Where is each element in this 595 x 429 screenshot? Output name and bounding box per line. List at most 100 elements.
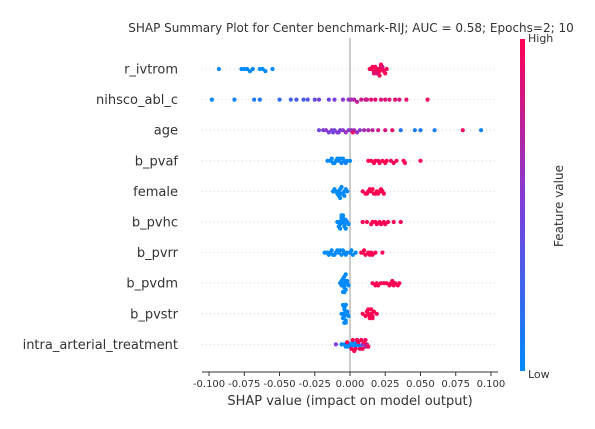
shap-point (349, 248, 354, 253)
shap-point (301, 97, 306, 102)
colorbar-high-label: High (528, 32, 553, 45)
x-tick-label: 0.000 (336, 379, 365, 390)
shap-point (369, 307, 374, 312)
shap-point (263, 69, 268, 74)
shap-point (394, 158, 399, 163)
shap-point (366, 344, 371, 349)
shap-point (380, 250, 385, 255)
shap-point (342, 290, 347, 295)
shap-point (333, 342, 338, 347)
feature-label: r_ivtrom (124, 63, 178, 78)
shap-point (373, 64, 378, 69)
shap-point (380, 64, 385, 69)
colorbar-low-label: Low (528, 368, 550, 381)
shap-point (345, 340, 350, 345)
shap-point (356, 340, 361, 345)
shap-point (340, 128, 346, 133)
shap-point (371, 71, 377, 76)
shap-point (378, 187, 384, 192)
shap-point (250, 66, 255, 72)
shap-point (383, 71, 388, 76)
shap-point (339, 184, 344, 190)
shap-point (369, 97, 374, 102)
shap-point (345, 309, 350, 314)
shap-point (402, 160, 408, 166)
shap-point (418, 128, 423, 133)
shap-point (364, 97, 370, 102)
shap-point (326, 130, 331, 135)
shap-point (378, 97, 384, 102)
feature-label: nihsco_abl_c (96, 93, 178, 108)
shap-point (343, 187, 348, 192)
shap-point (330, 130, 336, 135)
shap-point (373, 97, 378, 102)
beeswarm-points (209, 62, 484, 354)
shap-point (374, 222, 379, 227)
shap-point (362, 248, 367, 253)
shap-point (329, 156, 334, 161)
shap-point (359, 97, 364, 102)
shap-point (329, 248, 334, 253)
shap-point (363, 313, 368, 319)
feature-label: b_pvrr (137, 246, 179, 261)
feature-label: b_pvhc (132, 216, 178, 231)
shap-point (252, 97, 257, 102)
shap-point (391, 219, 396, 225)
shap-point (340, 156, 346, 161)
shap-point (391, 283, 396, 288)
shap-point (371, 160, 377, 166)
shap-point (367, 66, 372, 72)
x-tick-label: 0.100 (477, 379, 506, 390)
shap-point (342, 193, 347, 198)
shap-point (377, 73, 382, 78)
shap-point (383, 160, 388, 166)
shap-point (335, 248, 340, 253)
feature-label: b_pvaf (135, 154, 179, 169)
shap-point (332, 187, 337, 192)
shap-point (346, 222, 351, 227)
shap-point (340, 248, 346, 253)
shap-point (294, 97, 299, 102)
shap-point (377, 160, 382, 166)
shap-point (425, 97, 430, 102)
shap-point (270, 66, 275, 72)
shap-point (376, 191, 381, 196)
x-tick-label: -0.075 (228, 379, 260, 390)
shap-point (478, 128, 484, 133)
shap-point (350, 337, 355, 343)
shap-point (390, 278, 395, 284)
shap-point (343, 302, 348, 307)
shap-point (216, 66, 222, 72)
shap-point (277, 97, 282, 102)
shap-point (312, 97, 317, 102)
shap-point (370, 187, 375, 192)
shap-point (398, 219, 403, 225)
shap-point (346, 283, 351, 288)
shap-point (384, 66, 389, 72)
shap-point (339, 252, 344, 257)
shap-point (398, 128, 403, 133)
shap-point (305, 97, 310, 102)
x-axis-label: SHAP value (impact on model output) (227, 394, 472, 409)
shap-point (432, 128, 437, 133)
shap-point (345, 278, 350, 284)
shap-point (404, 97, 409, 102)
colorbar (520, 39, 525, 371)
shap-point (360, 219, 365, 225)
colorbar-title: Feature value (552, 165, 566, 247)
shap-point (360, 311, 365, 316)
feature-label: b_pvdm (126, 277, 178, 292)
shap-point (352, 97, 357, 102)
shap-point (354, 99, 360, 104)
shap-point (364, 219, 370, 225)
feature-label: female (133, 185, 178, 200)
shap-point (350, 130, 355, 135)
x-tick-label: 0.025 (371, 379, 400, 390)
shap-point (397, 97, 402, 102)
shap-point (288, 97, 293, 102)
chart-title: SHAP Summary Plot for Center benchmark-R… (128, 21, 573, 35)
shap-point (340, 97, 346, 102)
shap-point (363, 252, 368, 257)
shap-point (209, 97, 214, 102)
shap-point (412, 128, 417, 133)
